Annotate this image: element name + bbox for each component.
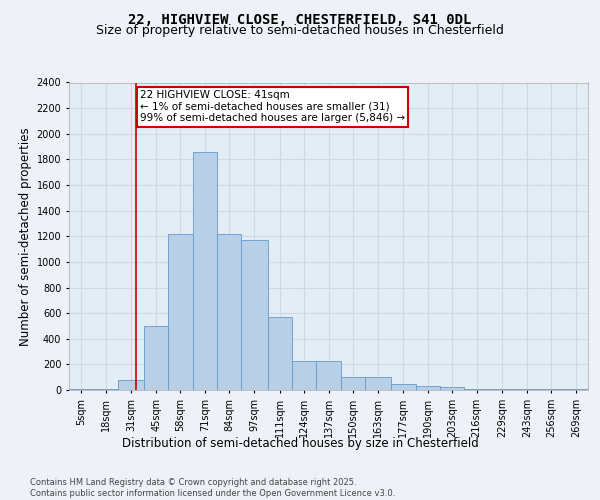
Bar	[464, 388, 488, 390]
Bar	[391, 384, 416, 390]
Text: Distribution of semi-detached houses by size in Chesterfield: Distribution of semi-detached houses by …	[122, 438, 478, 450]
Bar	[217, 234, 241, 390]
Bar	[193, 152, 217, 390]
Bar	[69, 388, 94, 390]
Text: 22, HIGHVIEW CLOSE, CHESTERFIELD, S41 0DL: 22, HIGHVIEW CLOSE, CHESTERFIELD, S41 0D…	[128, 12, 472, 26]
Bar	[440, 388, 464, 390]
Bar	[365, 377, 391, 390]
Text: Size of property relative to semi-detached houses in Chesterfield: Size of property relative to semi-detach…	[96, 24, 504, 37]
Bar	[144, 326, 169, 390]
Y-axis label: Number of semi-detached properties: Number of semi-detached properties	[19, 127, 32, 346]
Text: 22 HIGHVIEW CLOSE: 41sqm
← 1% of semi-detached houses are smaller (31)
99% of se: 22 HIGHVIEW CLOSE: 41sqm ← 1% of semi-de…	[140, 90, 406, 124]
Bar	[241, 240, 268, 390]
Bar	[341, 377, 365, 390]
Bar	[316, 360, 341, 390]
Bar	[268, 317, 292, 390]
Bar	[416, 386, 440, 390]
Bar	[94, 388, 118, 390]
Text: Contains HM Land Registry data © Crown copyright and database right 2025.
Contai: Contains HM Land Registry data © Crown c…	[30, 478, 395, 498]
Bar	[292, 360, 316, 390]
Bar	[118, 380, 144, 390]
Bar	[169, 234, 193, 390]
